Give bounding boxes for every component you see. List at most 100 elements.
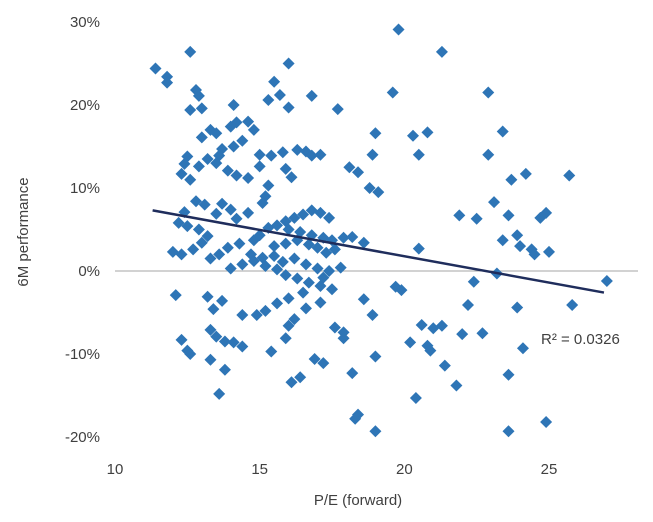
y-axis-title: 6M performance [15, 177, 32, 286]
data-point [519, 167, 532, 180]
data-point [435, 319, 448, 332]
data-point [204, 323, 217, 336]
data-point [343, 161, 356, 174]
data-point [210, 127, 223, 140]
data-point [221, 241, 234, 254]
data-point [192, 160, 205, 173]
data-point [259, 260, 272, 273]
data-point [265, 345, 278, 358]
data-point [279, 162, 292, 175]
data-point [297, 286, 310, 299]
data-point [201, 290, 214, 303]
data-point [314, 206, 327, 219]
data-point [216, 197, 229, 210]
data-point [181, 220, 194, 233]
data-point [346, 230, 359, 243]
data-point [288, 313, 301, 326]
x-axis-ticks: 10 15 20 25 [107, 461, 558, 478]
data-point [412, 148, 425, 161]
data-point [256, 196, 269, 209]
data-point [210, 330, 223, 343]
data-point [488, 196, 501, 209]
data-point [230, 169, 243, 182]
data-point [308, 352, 321, 365]
data-point [369, 425, 382, 438]
data-point [268, 240, 281, 253]
data-point [424, 344, 437, 357]
data-point [230, 212, 243, 225]
data-point [328, 321, 341, 334]
data-point [566, 299, 579, 312]
r-squared-label: R² = 0.0326 [541, 331, 620, 348]
data-points [149, 23, 613, 438]
data-point [516, 342, 529, 355]
data-point [213, 387, 226, 400]
data-point [511, 301, 524, 314]
data-point [187, 243, 200, 256]
data-point [305, 89, 318, 102]
data-point [352, 166, 365, 179]
data-point [192, 89, 205, 102]
x-tick-label: 15 [251, 461, 268, 478]
data-point [409, 391, 422, 404]
data-point [427, 322, 440, 335]
data-point [349, 412, 362, 425]
data-point [201, 230, 214, 243]
data-point [502, 209, 515, 222]
data-point [204, 353, 217, 366]
data-point [195, 236, 208, 249]
data-point [271, 297, 284, 310]
data-point [305, 204, 318, 217]
data-point [262, 179, 275, 192]
data-point [543, 245, 555, 258]
data-point [201, 152, 214, 165]
data-point [276, 146, 289, 159]
data-point [291, 272, 304, 285]
data-point [331, 103, 344, 116]
data-point [282, 223, 295, 236]
data-point [279, 332, 292, 345]
data-point [482, 86, 495, 99]
data-point [175, 248, 188, 261]
data-point [450, 379, 463, 392]
data-point [175, 333, 188, 346]
data-point [213, 248, 226, 261]
data-point [407, 129, 420, 142]
data-point [149, 62, 162, 75]
data-point [192, 223, 205, 236]
data-point [366, 148, 379, 161]
data-point [314, 148, 327, 161]
data-point [502, 368, 515, 381]
data-point [412, 242, 425, 255]
data-point [279, 237, 292, 250]
data-point [453, 209, 466, 222]
data-point [288, 211, 301, 224]
data-point [195, 131, 208, 144]
data-point [317, 271, 330, 284]
y-tick-label: -20% [65, 429, 100, 446]
data-point [496, 125, 509, 138]
data-point [210, 207, 223, 220]
data-point [317, 357, 330, 370]
data-point [184, 45, 197, 58]
x-tick-label: 20 [396, 461, 413, 478]
data-point [221, 164, 234, 177]
data-point [285, 376, 298, 389]
data-point [273, 89, 286, 102]
data-point [511, 229, 524, 242]
data-point [216, 142, 229, 155]
data-point [210, 157, 223, 170]
data-point [224, 203, 237, 216]
y-tick-label: -10% [65, 346, 100, 363]
data-point [563, 169, 576, 182]
data-point [496, 234, 509, 247]
data-point [334, 261, 347, 274]
data-point [314, 296, 327, 309]
data-point [262, 94, 275, 107]
data-point [502, 425, 515, 438]
y-tick-label: 10% [70, 180, 100, 197]
data-point [236, 308, 249, 321]
y-tick-label: 20% [70, 97, 100, 114]
data-point [600, 274, 613, 287]
